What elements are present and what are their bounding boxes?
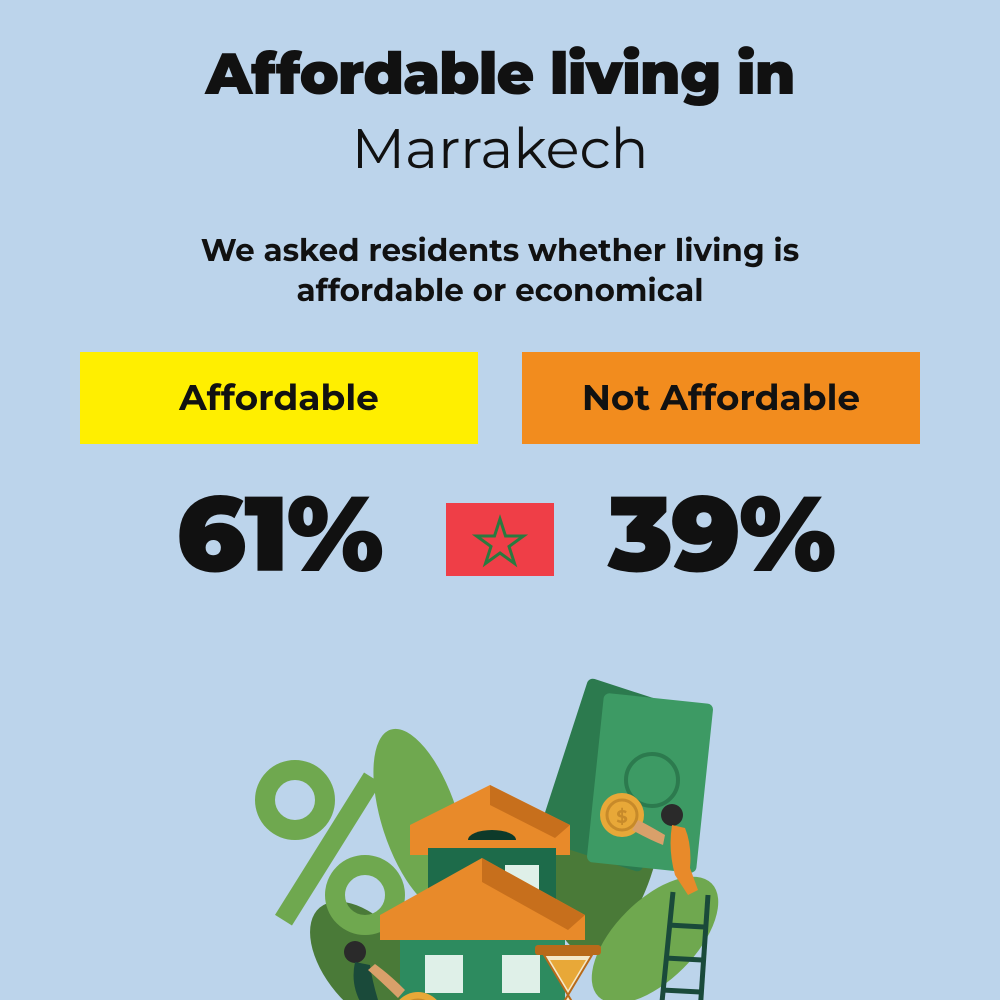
- svg-text:$: $: [616, 806, 627, 828]
- stat-not-affordable-value: 39%: [522, 468, 920, 598]
- title-line1: Affordable living in: [0, 38, 1000, 109]
- house-money-illustration: $ $: [200, 670, 800, 1000]
- stat-affordable-value: 61%: [80, 468, 478, 598]
- stat-affordable-label: Affordable: [80, 352, 478, 444]
- morocco-flag-icon: [446, 503, 554, 576]
- subtitle: We asked residents whether living is aff…: [115, 231, 885, 310]
- stat-not-affordable: Not Affordable 39%: [522, 352, 920, 598]
- stat-affordable: Affordable 61%: [80, 352, 478, 598]
- title-line2: Marrakech: [0, 115, 1000, 183]
- stat-not-affordable-label: Not Affordable: [522, 352, 920, 444]
- infographic-container: Affordable living in Marrakech We asked …: [0, 0, 1000, 1000]
